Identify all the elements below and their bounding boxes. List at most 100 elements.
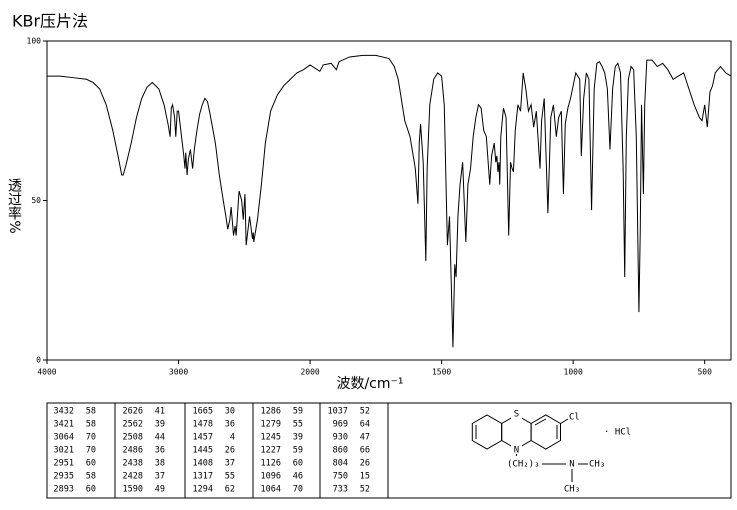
peak-wavenumber: 2951 [54, 459, 74, 469]
peak-transmittance: 4 [230, 433, 235, 443]
peak-wavenumber: 1665 [193, 407, 213, 417]
label-bg [511, 444, 522, 454]
peak-transmittance: 15 [360, 472, 370, 482]
y-tick-label: 0 [36, 356, 41, 365]
atom-label: Cl [569, 413, 580, 423]
peak-wavenumber: 2893 [54, 485, 74, 495]
ring-right [530, 414, 561, 450]
structure [471, 410, 588, 482]
bond [534, 418, 547, 426]
peak-wavenumber: 2626 [123, 407, 143, 417]
peak-transmittance: 60 [293, 459, 303, 469]
y-axis-label: 透过率% [6, 178, 22, 233]
x-tick-label: 2000 [300, 368, 319, 377]
peak-wavenumber: 1286 [261, 407, 281, 417]
spectrum-line [47, 54, 732, 348]
peak-transmittance: 39 [155, 420, 165, 430]
peak-wavenumber: 1227 [261, 446, 281, 456]
peak-wavenumber: 1126 [261, 459, 281, 469]
peak-wavenumber: 2486 [123, 446, 143, 456]
atom-label: CH₃ [589, 460, 605, 470]
ring-left [471, 414, 503, 450]
peak-transmittance: 58 [86, 420, 96, 430]
peak-transmittance: 59 [293, 407, 303, 417]
peak-wavenumber: 1096 [261, 472, 281, 482]
peak-wavenumber: 3021 [54, 446, 74, 456]
chain-label: (CH₂)₃ [507, 460, 540, 470]
x-tick-label: 3000 [169, 368, 188, 377]
peak-transmittance: 60 [86, 459, 96, 469]
peak-wavenumber: 969 [333, 420, 348, 430]
peak-wavenumber: 2438 [123, 459, 143, 469]
peak-transmittance: 36 [225, 420, 235, 430]
x-axis-label: 波数/cm⁻¹ [336, 376, 403, 392]
chart-title: KBr压片法 [12, 12, 88, 31]
peak-transmittance: 26 [225, 446, 235, 456]
salt-label: · HCl [604, 428, 631, 438]
peak-transmittance: 55 [293, 420, 303, 430]
x-tick-label: 1500 [432, 368, 451, 377]
peak-transmittance: 59 [293, 446, 303, 456]
peak-transmittance: 64 [360, 420, 370, 430]
peak-wavenumber: 1037 [328, 407, 348, 417]
atom-label: N [569, 460, 574, 470]
peak-wavenumber: 1408 [193, 459, 213, 469]
peak-wavenumber: 1279 [261, 420, 281, 430]
peak-transmittance: 36 [155, 446, 165, 456]
peak-transmittance: 70 [293, 485, 303, 495]
bond [560, 418, 569, 424]
peak-transmittance: 58 [86, 472, 96, 482]
peak-wavenumber: 2508 [123, 433, 143, 443]
peak-wavenumber: 1294 [193, 485, 213, 495]
x-tick-label: 4000 [37, 368, 56, 377]
peak-transmittance: 46 [293, 472, 303, 482]
peak-wavenumber: 750 [333, 472, 348, 482]
peak-transmittance: 49 [155, 485, 165, 495]
table-frame [46, 402, 732, 499]
peak-wavenumber: 2935 [54, 472, 74, 482]
peak-wavenumber: 860 [333, 446, 348, 456]
peak-transmittance: 47 [360, 433, 370, 443]
x-tick-label: 1000 [564, 368, 583, 377]
y-tick-label: 50 [31, 196, 41, 205]
peak-transmittance: 60 [86, 485, 96, 495]
peak-wavenumber: 1445 [193, 446, 213, 456]
peak-wavenumber: 3432 [54, 407, 74, 417]
peak-transmittance: 70 [86, 446, 96, 456]
peak-transmittance: 26 [360, 459, 370, 469]
peak-transmittance: 41 [155, 407, 165, 417]
peak-transmittance: 70 [86, 433, 96, 443]
atom-label: N [514, 446, 519, 456]
peak-transmittance: 39 [293, 433, 303, 443]
peak-wavenumber: 2562 [123, 420, 143, 430]
peak-wavenumber: 1478 [193, 420, 213, 430]
peak-transmittance: 37 [155, 472, 165, 482]
peak-transmittance: 52 [360, 485, 370, 495]
peak-transmittance: 37 [225, 459, 235, 469]
peak-transmittance: 38 [155, 459, 165, 469]
peak-wavenumber: 3064 [54, 433, 74, 443]
peak-wavenumber: 804 [333, 459, 348, 469]
ring-middle [501, 414, 532, 450]
peak-wavenumber: 930 [333, 433, 348, 443]
peak-wavenumber: 1317 [193, 472, 213, 482]
peak-transmittance: 62 [225, 485, 235, 495]
peak-wavenumber: 1245 [261, 433, 281, 443]
peak-transmittance: 58 [86, 407, 96, 417]
peak-transmittance: 44 [155, 433, 165, 443]
peak-wavenumber: 1064 [261, 485, 281, 495]
label-bg [511, 410, 522, 420]
peak-transmittance: 55 [225, 472, 235, 482]
peak-wavenumber: 2428 [123, 472, 143, 482]
peak-transmittance: 30 [225, 407, 235, 417]
x-tick-label: 500 [697, 368, 712, 377]
peak-transmittance: 52 [360, 407, 370, 417]
peak-wavenumber: 1457 [193, 433, 213, 443]
peak-wavenumber: 733 [333, 485, 348, 495]
peak-wavenumber: 3421 [54, 420, 74, 430]
y-tick-label: 100 [27, 37, 42, 46]
atom-label: CH₃ [564, 485, 580, 495]
peak-wavenumber: 1590 [123, 485, 143, 495]
peak-transmittance: 66 [360, 446, 370, 456]
